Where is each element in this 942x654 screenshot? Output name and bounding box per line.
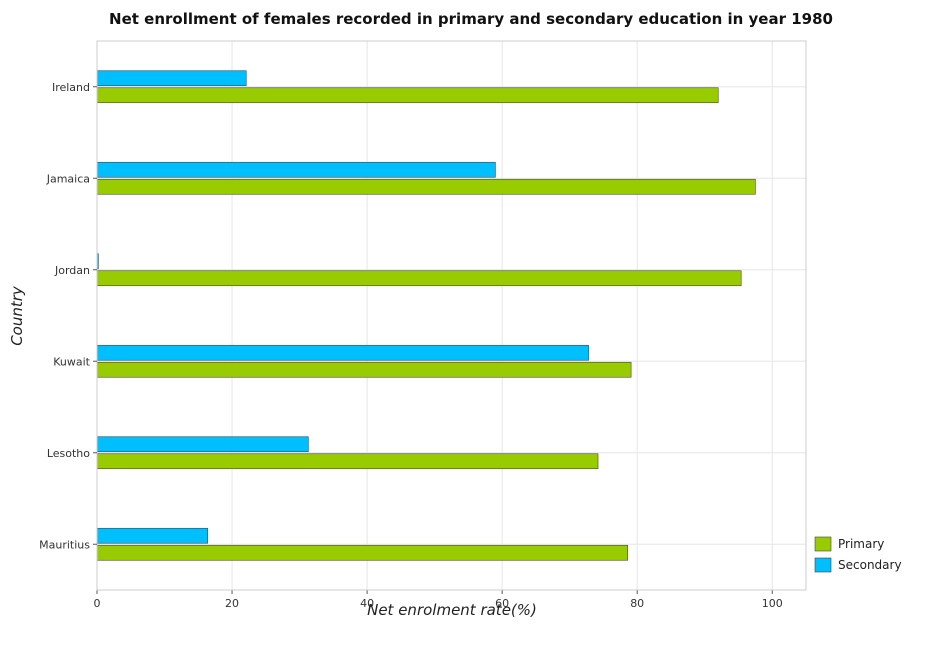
bar-primary-lesotho <box>96 453 599 470</box>
y-tick-label: Jordan <box>54 264 90 277</box>
legend-label-primary: Primary <box>838 537 884 551</box>
legend-swatch-primary <box>814 536 832 552</box>
legend-label-secondary: Secondary <box>838 558 902 572</box>
y-tick-label: Kuwait <box>53 355 90 368</box>
bar-primary-jamaica <box>96 178 756 195</box>
chart-title: Net enrollment of females recorded in pr… <box>109 10 833 28</box>
bar-primary-kuwait <box>96 361 632 378</box>
bar-primary-mauritius <box>96 544 629 561</box>
y-tick-label: Lesotho <box>47 447 90 460</box>
y-tick-label: Mauritius <box>39 538 90 551</box>
legend: Primary Secondary <box>814 536 902 573</box>
axes: 0 20 40 60 80 100 Ireland Jamaica Jordan Kuwait Le… <box>39 40 807 610</box>
x-tick-label: 0 <box>94 597 101 610</box>
bar-secondary-jamaica <box>96 161 496 178</box>
x-axis-title: Net enrolment rate(%) <box>367 601 537 619</box>
x-tick-label: 60 <box>495 597 509 610</box>
x-tick-label: 100 <box>762 597 783 610</box>
bar-primary-jordan <box>96 270 742 287</box>
bar-secondary-lesotho <box>96 436 309 453</box>
bar-secondary-ireland <box>96 70 247 87</box>
bar-primary-ireland <box>96 87 719 104</box>
legend-swatch-secondary <box>814 557 832 573</box>
bars <box>96 70 756 561</box>
bar-secondary-mauritius <box>96 527 209 544</box>
x-tick-label: 40 <box>360 597 374 610</box>
y-axis-title: Country <box>8 285 26 346</box>
y-tick-label: Jamaica <box>46 172 90 185</box>
y-tick-label: Ireland <box>52 81 90 94</box>
bar-secondary-kuwait <box>96 344 589 361</box>
x-tick-label: 20 <box>225 597 239 610</box>
grid <box>96 41 806 590</box>
x-tick-label: 80 <box>630 597 644 610</box>
plot-frame <box>96 40 807 591</box>
